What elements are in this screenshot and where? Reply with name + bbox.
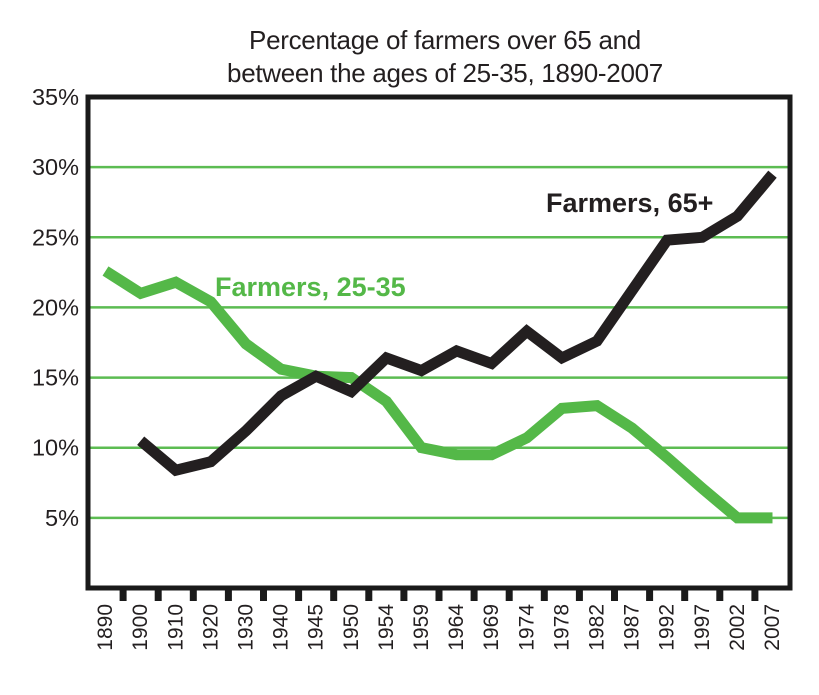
series-lines [102,170,777,524]
x-tick [330,590,338,601]
x-axis-label-2002: 2002 [726,604,749,651]
x-tick [505,590,513,601]
x-axis-label-1964: 1964 [445,604,468,651]
y-axis-label-35%: 35% [32,84,79,110]
y-axis-label-15%: 15% [32,365,79,391]
x-axis-label-1992: 1992 [656,604,679,651]
x-tick [224,590,232,601]
x-tick [646,590,654,601]
x-axis-label-1959: 1959 [410,604,433,651]
series-label-farmers-65plus: Farmers, 65+ [546,188,713,218]
x-axis-label-1987: 1987 [621,604,644,651]
x-tick [295,590,303,601]
y-axis-label-20%: 20% [32,294,79,320]
x-axis-label-1954: 1954 [375,604,398,651]
chart-title: Percentage of farmers over 65 and betwee… [45,24,819,91]
y-axis-labels: 35% 30% 25% 20% 15% 10% 5% [32,84,79,531]
x-tick [189,590,197,601]
x-axis-label-1978: 1978 [550,604,573,651]
series-label-farmers-25-35: Farmers, 25-35 [215,272,406,302]
x-tick [611,590,618,601]
x-axis-label-1930: 1930 [234,604,257,651]
plot-border [85,94,793,591]
x-tick [119,590,127,601]
x-tick [470,590,478,601]
x-axis-label-2007: 2007 [761,604,784,651]
x-tick [400,590,408,601]
x-axis-label-1945: 1945 [305,604,328,651]
x-tick [575,590,583,601]
x-tick [154,590,162,601]
x-tick [260,590,267,601]
x-tick [540,590,548,601]
x-axis-label-1940: 1940 [270,604,293,651]
chart-title-line2: between the ages of 25-35, 1890-2007 [227,58,663,89]
x-axis-label-1969: 1969 [480,604,503,651]
x-tick [435,590,443,601]
chart-title-line1: Percentage of farmers over 65 and [249,25,641,55]
y-axis-label-5%: 5% [45,505,79,531]
x-axis-label-1900: 1900 [129,604,152,651]
x-tick [751,590,759,601]
x-tick [681,590,689,601]
y-axis-label-30%: 30% [32,154,79,180]
x-axis-label-1890: 1890 [94,604,117,651]
x-axis-label-1982: 1982 [586,604,609,651]
x-axis-label-1950: 1950 [340,604,363,651]
x-axis-label-1997: 1997 [691,604,714,651]
x-tick [716,590,724,601]
x-axis-label-1974: 1974 [515,604,538,651]
x-axis-label-1920: 1920 [199,604,222,651]
series-line-farmers-65- [137,170,777,477]
x-axis-labels: 1890 1900 1910 1920 1930 1940 1945 1950 1954 1959… [94,604,784,651]
gridlines [88,165,790,520]
x-axis-label-1910: 1910 [164,604,187,651]
series-line-farmers-25-35 [102,266,773,524]
y-axis-label-10%: 10% [32,435,79,461]
x-tick [365,590,373,601]
x-axis-tick-marks [119,590,759,601]
y-axis-label-25%: 25% [32,224,79,250]
